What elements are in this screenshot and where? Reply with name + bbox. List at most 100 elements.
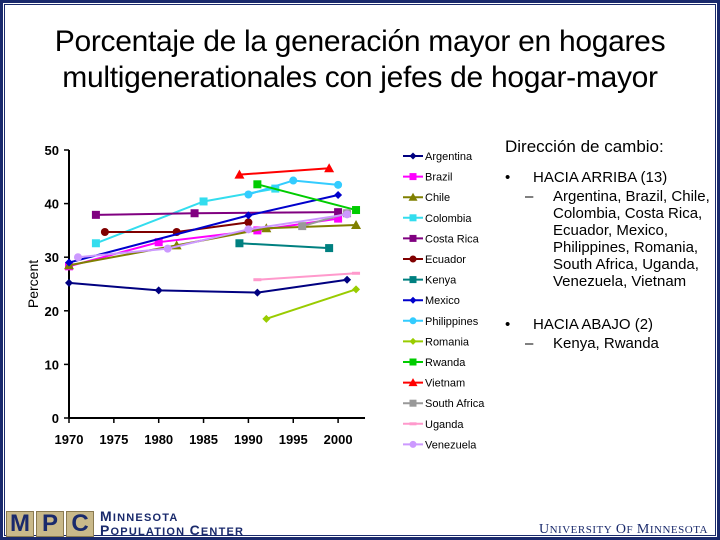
marker-diamond-icon [65, 278, 73, 287]
legend-item-colombia: Colombia [403, 213, 472, 225]
marker-dash-icon [253, 278, 262, 282]
marker-square-icon [325, 244, 334, 253]
marker-square-icon [409, 399, 417, 407]
marker-square-icon [334, 214, 343, 223]
marker-triangle-icon [234, 169, 245, 179]
marker-square-icon [409, 358, 417, 366]
series-line [68, 217, 339, 268]
marker-diamond-icon [262, 314, 271, 323]
series-mexico [65, 191, 343, 267]
marker-square-icon [91, 210, 100, 219]
legend-label: Colombia [425, 213, 472, 225]
marker-triangle-icon [351, 220, 362, 230]
legend-item-chile: Chile [403, 192, 450, 204]
marker-diamond-icon [343, 275, 352, 284]
marker-square-icon [409, 234, 417, 242]
dash-icon: – [525, 188, 534, 205]
marker-circle-icon [100, 228, 109, 237]
down-countries-item: – Kenya, Rwanda [505, 335, 715, 352]
chart-series [64, 163, 362, 323]
marker-square-icon [190, 209, 199, 218]
marker-diamond-icon [244, 211, 253, 220]
marker-triangle-icon [408, 378, 418, 387]
marker-circle-icon [163, 244, 172, 253]
series-uganda [253, 271, 361, 282]
mpc-name: MINNESOTA POPULATION CENTER [100, 508, 245, 538]
series-line [239, 167, 330, 176]
marker-circle-icon [343, 210, 352, 219]
university-logo-text: UNIVERSITY OF MINNESOTA [538, 522, 708, 537]
mpc-line-1: MINNESOTA [100, 508, 179, 524]
legend-label: Rwanda [425, 357, 466, 369]
series-costa-rica [91, 208, 343, 219]
marker-circle-icon [409, 317, 417, 325]
x-tick-label: 1970 [55, 432, 84, 447]
legend-item-brazil: Brazil [403, 172, 453, 184]
dash-icon: – [525, 335, 534, 352]
marker-circle-icon [334, 180, 343, 189]
x-tick-label: 2000 [324, 432, 353, 447]
bullet-up: • HACIA ARRIBA (13) [505, 169, 715, 186]
marker-circle-icon [244, 218, 253, 227]
marker-circle-icon [409, 440, 417, 448]
legend-item-mexico: Mexico [403, 295, 460, 307]
marker-circle-icon [409, 255, 417, 263]
bullet-icon: • [505, 316, 511, 333]
marker-square-icon [253, 180, 262, 189]
x-tick-label: 1975 [99, 432, 128, 447]
x-tick-label: 1985 [189, 432, 218, 447]
slide-border-inner [4, 4, 716, 536]
marker-square-icon [298, 222, 307, 231]
up-countries: Argentina, Brazil, Chile, Colombia, Cost… [553, 188, 710, 290]
series-rwanda [253, 180, 361, 215]
legend-item-argentina: Argentina [403, 151, 473, 163]
mpc-line-2: POPULATION CENTER [100, 522, 245, 538]
marker-square-icon [91, 239, 100, 248]
legend-item-south-africa: South Africa [403, 398, 485, 410]
mpc-logo: M P C MINNESOTA POPULATION CENTER [6, 508, 245, 538]
series-kenya [235, 239, 334, 253]
bullet-icon: • [505, 169, 511, 186]
marker-dash-icon [409, 422, 417, 426]
marker-diamond-icon [154, 286, 163, 295]
legend-label: Philippines [425, 316, 479, 328]
legend-item-venezuela: Venezuela [403, 439, 477, 451]
marker-square-icon [409, 173, 417, 181]
legend-label: Kenya [425, 275, 457, 287]
mpc-letter-m: M [6, 511, 34, 537]
bullet-down: • HACIA ABAJO (2) [505, 316, 715, 333]
y-tick-label: 0 [52, 411, 59, 426]
marker-square-icon [334, 208, 343, 217]
marker-circle-icon [244, 225, 253, 234]
legend-item-ecuador: Ecuador [403, 254, 466, 266]
marker-square-icon [154, 238, 163, 247]
legend-item-vietnam: Vietnam [403, 378, 465, 390]
up-countries-item: – Argentina, Brazil, Chile, Colombia, Co… [505, 188, 715, 290]
marker-square-icon [199, 197, 208, 206]
legend-label: South Africa [425, 398, 485, 410]
legend-item-kenya: Kenya [403, 275, 457, 287]
legend-label: Uganda [425, 419, 464, 431]
series-venezuela [73, 210, 352, 262]
marker-diamond-icon [65, 258, 73, 267]
series-line [95, 211, 339, 216]
series-line [77, 213, 348, 259]
up-label: HACIA ARRIBA (13) [533, 169, 668, 186]
marker-square-icon [409, 276, 417, 284]
marker-circle-icon [244, 190, 253, 199]
legend-item-rwanda: Rwanda [403, 357, 466, 369]
series-line [239, 242, 330, 250]
series-vietnam [234, 163, 335, 179]
y-tick-label: 40 [45, 197, 59, 212]
marker-diamond-icon [253, 288, 262, 297]
title-line-2: multigenerationales con jefes de hogar-m… [62, 61, 658, 94]
legend-label: Chile [425, 192, 450, 204]
notes-heading: Dirección de cambio: [505, 137, 664, 156]
direction-of-change-panel: Dirección de cambio: • HACIA ARRIBA (13)… [505, 138, 715, 352]
series-line [68, 278, 348, 294]
series-line [266, 288, 357, 320]
x-tick-label: 1980 [144, 432, 173, 447]
y-axis-label: Percent [25, 260, 41, 308]
